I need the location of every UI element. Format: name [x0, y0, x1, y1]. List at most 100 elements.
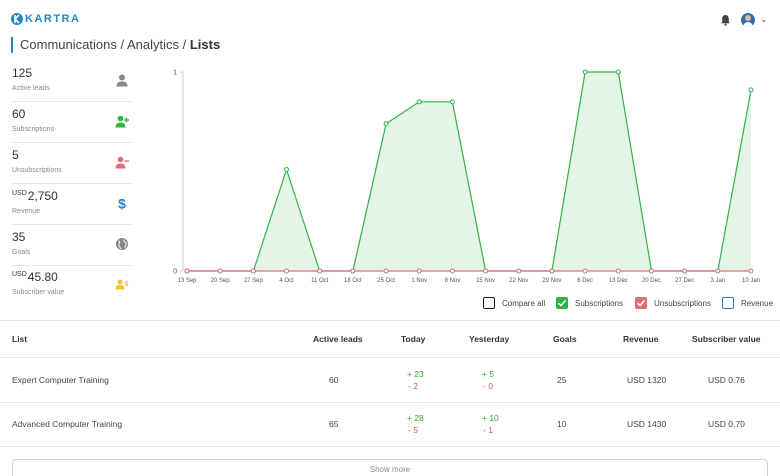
- column-header-goals[interactable]: Goals: [553, 334, 577, 344]
- legend-unsubscriptions[interactable]: Unsubscriptions: [635, 297, 711, 309]
- user-avatar[interactable]: [741, 13, 755, 27]
- unsubscriptions-point: [250, 268, 256, 274]
- kpi-goals: 35 Goals: [11, 230, 133, 266]
- y-tick-label: 0: [173, 269, 177, 276]
- user-icon: [116, 74, 128, 87]
- cell-list[interactable]: Advanced Computer Training: [12, 419, 123, 429]
- column-header-subscriber-value[interactable]: Subscriber value: [692, 334, 761, 344]
- section-divider: [0, 320, 780, 321]
- kpi-value: 60: [12, 107, 26, 121]
- unsubscriptions-point: [582, 268, 588, 274]
- column-header-yesterday[interactable]: Yesterday: [469, 334, 510, 344]
- cell-active-leads: 60: [329, 375, 339, 385]
- kpi-value: 35: [12, 230, 26, 244]
- cell-today-plus: + 23: [407, 369, 424, 379]
- unsubscriptions-point: [317, 268, 323, 274]
- kpi-active-leads: 125 Active leads: [11, 66, 133, 102]
- kpi-subscriber-value: USD45.80 Subscriber value $: [11, 270, 133, 306]
- x-tick-label: 4 Oct: [279, 278, 294, 284]
- cell-yesterday-plus: + 10: [482, 413, 499, 423]
- unsubscriptions-point: [549, 268, 555, 274]
- x-tick-label: 6 Dec: [577, 278, 593, 284]
- checkbox-unchecked-icon[interactable]: [722, 297, 734, 309]
- kpi-unsubscriptions: 5 Unsubscriptions: [11, 148, 133, 184]
- legend-compare-all[interactable]: Compare all: [483, 297, 545, 309]
- x-tick-label: 25 Oct: [377, 278, 395, 284]
- legend-subscriptions[interactable]: Subscriptions: [556, 297, 623, 309]
- unsubscriptions-point: [284, 268, 290, 274]
- legend-label: Revenue: [741, 298, 774, 308]
- subscriptions-point: [383, 121, 389, 127]
- kpi-label: Goals: [12, 249, 31, 256]
- unsubscriptions-point: [483, 268, 489, 274]
- unsubscriptions-point: [449, 268, 455, 274]
- avatar-face: [745, 15, 751, 21]
- column-header-list[interactable]: List: [12, 334, 28, 344]
- table-row-divider: [0, 446, 780, 447]
- kpi-value: 125: [12, 66, 33, 80]
- kpi-label: Revenue: [12, 208, 41, 215]
- unsubscriptions-point: [516, 268, 522, 274]
- globe-icon: [116, 238, 128, 250]
- column-header-revenue[interactable]: Revenue: [623, 334, 659, 344]
- kpi-subscriptions: 60 Subscriptions: [11, 107, 133, 143]
- breadcrumb-communications[interactable]: Communications: [20, 37, 117, 52]
- checkbox-checked-icon[interactable]: [635, 297, 647, 309]
- breadcrumb-separator: /: [116, 37, 127, 52]
- cell-goals: 10: [557, 419, 567, 429]
- avatar-body: [743, 22, 753, 27]
- x-tick-label: 15 Nov: [476, 278, 495, 284]
- unsubscriptions-point: [217, 268, 223, 274]
- kartra-logo[interactable]: KARTRA: [11, 12, 80, 26]
- checkmark-icon: [557, 299, 567, 307]
- cell-yesterday-minus: - 0: [483, 381, 493, 391]
- checkbox-unchecked-icon[interactable]: [483, 297, 495, 309]
- user-minus-icon: [115, 156, 129, 169]
- user-plus-icon: [115, 115, 129, 128]
- cell-yesterday-minus: - 1: [483, 425, 493, 435]
- checkmark-icon: [636, 299, 646, 307]
- x-tick-label: 20 Sep: [211, 278, 231, 284]
- show-more-button[interactable]: Show more: [12, 459, 768, 476]
- top-bar: KARTRA ⌄: [0, 0, 780, 36]
- column-header-active-leads[interactable]: Active leads: [313, 334, 363, 344]
- notification-bell-icon[interactable]: [720, 14, 731, 26]
- x-tick-label: 27 Sep: [244, 278, 264, 284]
- kpi-value: USD2,750: [12, 189, 58, 203]
- checkbox-checked-icon[interactable]: [556, 297, 568, 309]
- column-header-today[interactable]: Today: [401, 334, 426, 344]
- cell-goals: 25: [557, 375, 567, 385]
- chevron-down-icon[interactable]: ⌄: [760, 14, 768, 24]
- svg-text:$: $: [125, 281, 129, 288]
- cell-today-minus: - 5: [408, 425, 418, 435]
- unsubscriptions-point: [416, 268, 422, 274]
- y-tick-label: 1: [173, 70, 177, 77]
- x-tick-label: 1 Nov: [411, 278, 427, 284]
- cell-revenue: USD 1320: [627, 375, 667, 385]
- breadcrumb-analytics[interactable]: Analytics: [126, 37, 179, 52]
- x-tick-label: 20 Dec: [642, 278, 661, 284]
- unsubscriptions-point: [648, 268, 654, 274]
- unsubscriptions-point: [615, 268, 621, 274]
- x-tick-label: 11 Oct: [311, 278, 329, 284]
- x-tick-label: 18 Oct: [344, 278, 362, 284]
- x-tick-label: 3 Jan: [710, 278, 725, 284]
- table-row-divider: [0, 357, 780, 358]
- unsubscriptions-point: [748, 268, 754, 274]
- table-row-divider: [0, 402, 780, 403]
- unsubscriptions-point: [184, 268, 190, 274]
- x-tick-label: 13 Dec: [609, 278, 628, 284]
- legend-revenue[interactable]: Revenue: [722, 297, 773, 309]
- cell-list[interactable]: Expert Computer Training: [12, 375, 109, 385]
- svg-text:$: $: [118, 196, 126, 210]
- kartra-logo-icon: [11, 13, 23, 25]
- x-tick-label: 10 Jan: [742, 278, 760, 284]
- users-dollar-icon: $: [115, 279, 129, 290]
- breadcrumb: Communications / Analytics / Lists: [11, 37, 220, 53]
- kpi-value: USD45.80: [12, 270, 58, 284]
- currency-label: USD: [12, 271, 27, 278]
- cell-subscriber-value: USD 0.70: [708, 419, 745, 429]
- kpi-number: 45.80: [27, 270, 58, 284]
- cell-active-leads: 65: [329, 419, 339, 429]
- breadcrumb-separator: /: [178, 37, 190, 52]
